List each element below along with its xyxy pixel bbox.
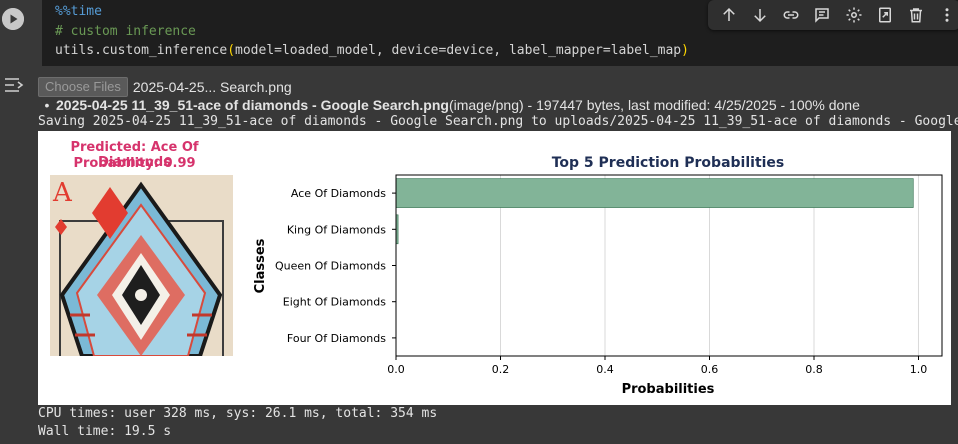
y-tick-label: Eight Of Diamonds <box>283 296 386 309</box>
card-image: A <box>50 175 233 356</box>
saving-message: Saving 2025-04-25 11_39_51-ace of diamon… <box>38 114 958 129</box>
mirror-cell-button[interactable] <box>872 2 897 28</box>
code-line-args: model=loaded_model, device=device, label… <box>235 43 682 58</box>
output-toggle-icon[interactable] <box>4 76 24 94</box>
x-tick-label: 0.8 <box>805 363 823 376</box>
code-paren-open: ( <box>227 43 236 58</box>
y-tick-label: King Of Diamonds <box>287 223 386 236</box>
code-paren-close: ) <box>681 43 689 58</box>
code-text[interactable]: %%time # custom inference utils.custom_i… <box>55 2 689 61</box>
delete-cell-button[interactable] <box>904 2 929 28</box>
more-icon <box>945 8 949 22</box>
more-actions-button[interactable] <box>935 2 958 28</box>
probability-label: Probability: 0.99 <box>73 156 196 171</box>
cpu-times: CPU times: user 328 ms, sys: 26.1 ms, to… <box>38 406 438 421</box>
move-up-button[interactable] <box>716 2 741 28</box>
add-comment-button[interactable] <box>810 2 835 28</box>
x-tick-label: 0.4 <box>596 363 614 376</box>
x-axis-label: Probabilities <box>622 382 715 397</box>
bullet-icon: • <box>44 97 50 113</box>
code-cell: %%time # custom inference utils.custom_i… <box>0 0 958 66</box>
x-tick-label: 0.6 <box>701 363 719 376</box>
y-tick-label: Ace Of Diamonds <box>291 187 386 200</box>
bar-ace-of-diamonds <box>395 178 914 208</box>
wall-time: Wall time: 19.5 s <box>38 424 172 439</box>
trash-icon <box>910 8 923 23</box>
chart-title: Top 5 Prediction Probabilities <box>552 155 785 171</box>
code-line-magic: %%time <box>55 4 102 19</box>
cell-toolbar <box>708 0 958 30</box>
predicted-label: Predicted: Ace Of Diamonds <box>70 140 199 170</box>
uploaded-file-name: 2025-04-25 11_39_51-ace of diamonds - Go… <box>56 97 449 113</box>
arrow-down-icon <box>754 9 766 23</box>
play-icon <box>2 8 24 30</box>
ace-of-diamonds-image: A <box>50 175 233 356</box>
move-down-button[interactable] <box>747 2 772 28</box>
output-figure: Predicted: Ace Of Diamonds Probability: … <box>38 131 951 405</box>
file-upload-row: Choose Files 2025-04-25... Search.png <box>38 77 292 97</box>
selected-file-text: 2025-04-25... Search.png <box>132 79 292 95</box>
uploaded-file-item: • 2025-04-25 11_39_51-ace of diamonds - G… <box>38 97 860 113</box>
run-cell-button[interactable] <box>2 8 24 30</box>
arrow-up-icon <box>722 7 735 21</box>
prediction-bar-chart: Top 5 Prediction Probabilities Ace Of Di… <box>253 155 943 397</box>
y-tick-label: Queen Of Diamonds <box>275 260 386 273</box>
y-tick-label: Four Of Diamonds <box>287 332 386 345</box>
timing-output: CPU times: user 328 ms, sys: 26.1 ms, to… <box>38 405 437 441</box>
copy-link-button[interactable] <box>779 2 804 28</box>
settings-button[interactable] <box>841 2 866 28</box>
x-tick-label: 1.0 <box>910 363 928 376</box>
x-tick-label: 0.0 <box>387 363 405 376</box>
link-icon <box>783 11 799 19</box>
y-axis-label: Classes <box>253 238 268 293</box>
uploaded-file-details: (image/png) - 197447 bytes, last modifie… <box>448 97 860 113</box>
x-tick-label: 0.2 <box>492 363 510 376</box>
choose-files-button[interactable]: Choose Files <box>38 77 128 97</box>
code-line-func: utils.custom_inference <box>55 43 228 58</box>
code-line-comment: # custom inference <box>55 23 196 39</box>
comment-icon <box>815 8 830 23</box>
card-rank-text: A <box>52 178 73 208</box>
mirror-icon <box>878 7 891 23</box>
gear-icon <box>846 7 862 23</box>
